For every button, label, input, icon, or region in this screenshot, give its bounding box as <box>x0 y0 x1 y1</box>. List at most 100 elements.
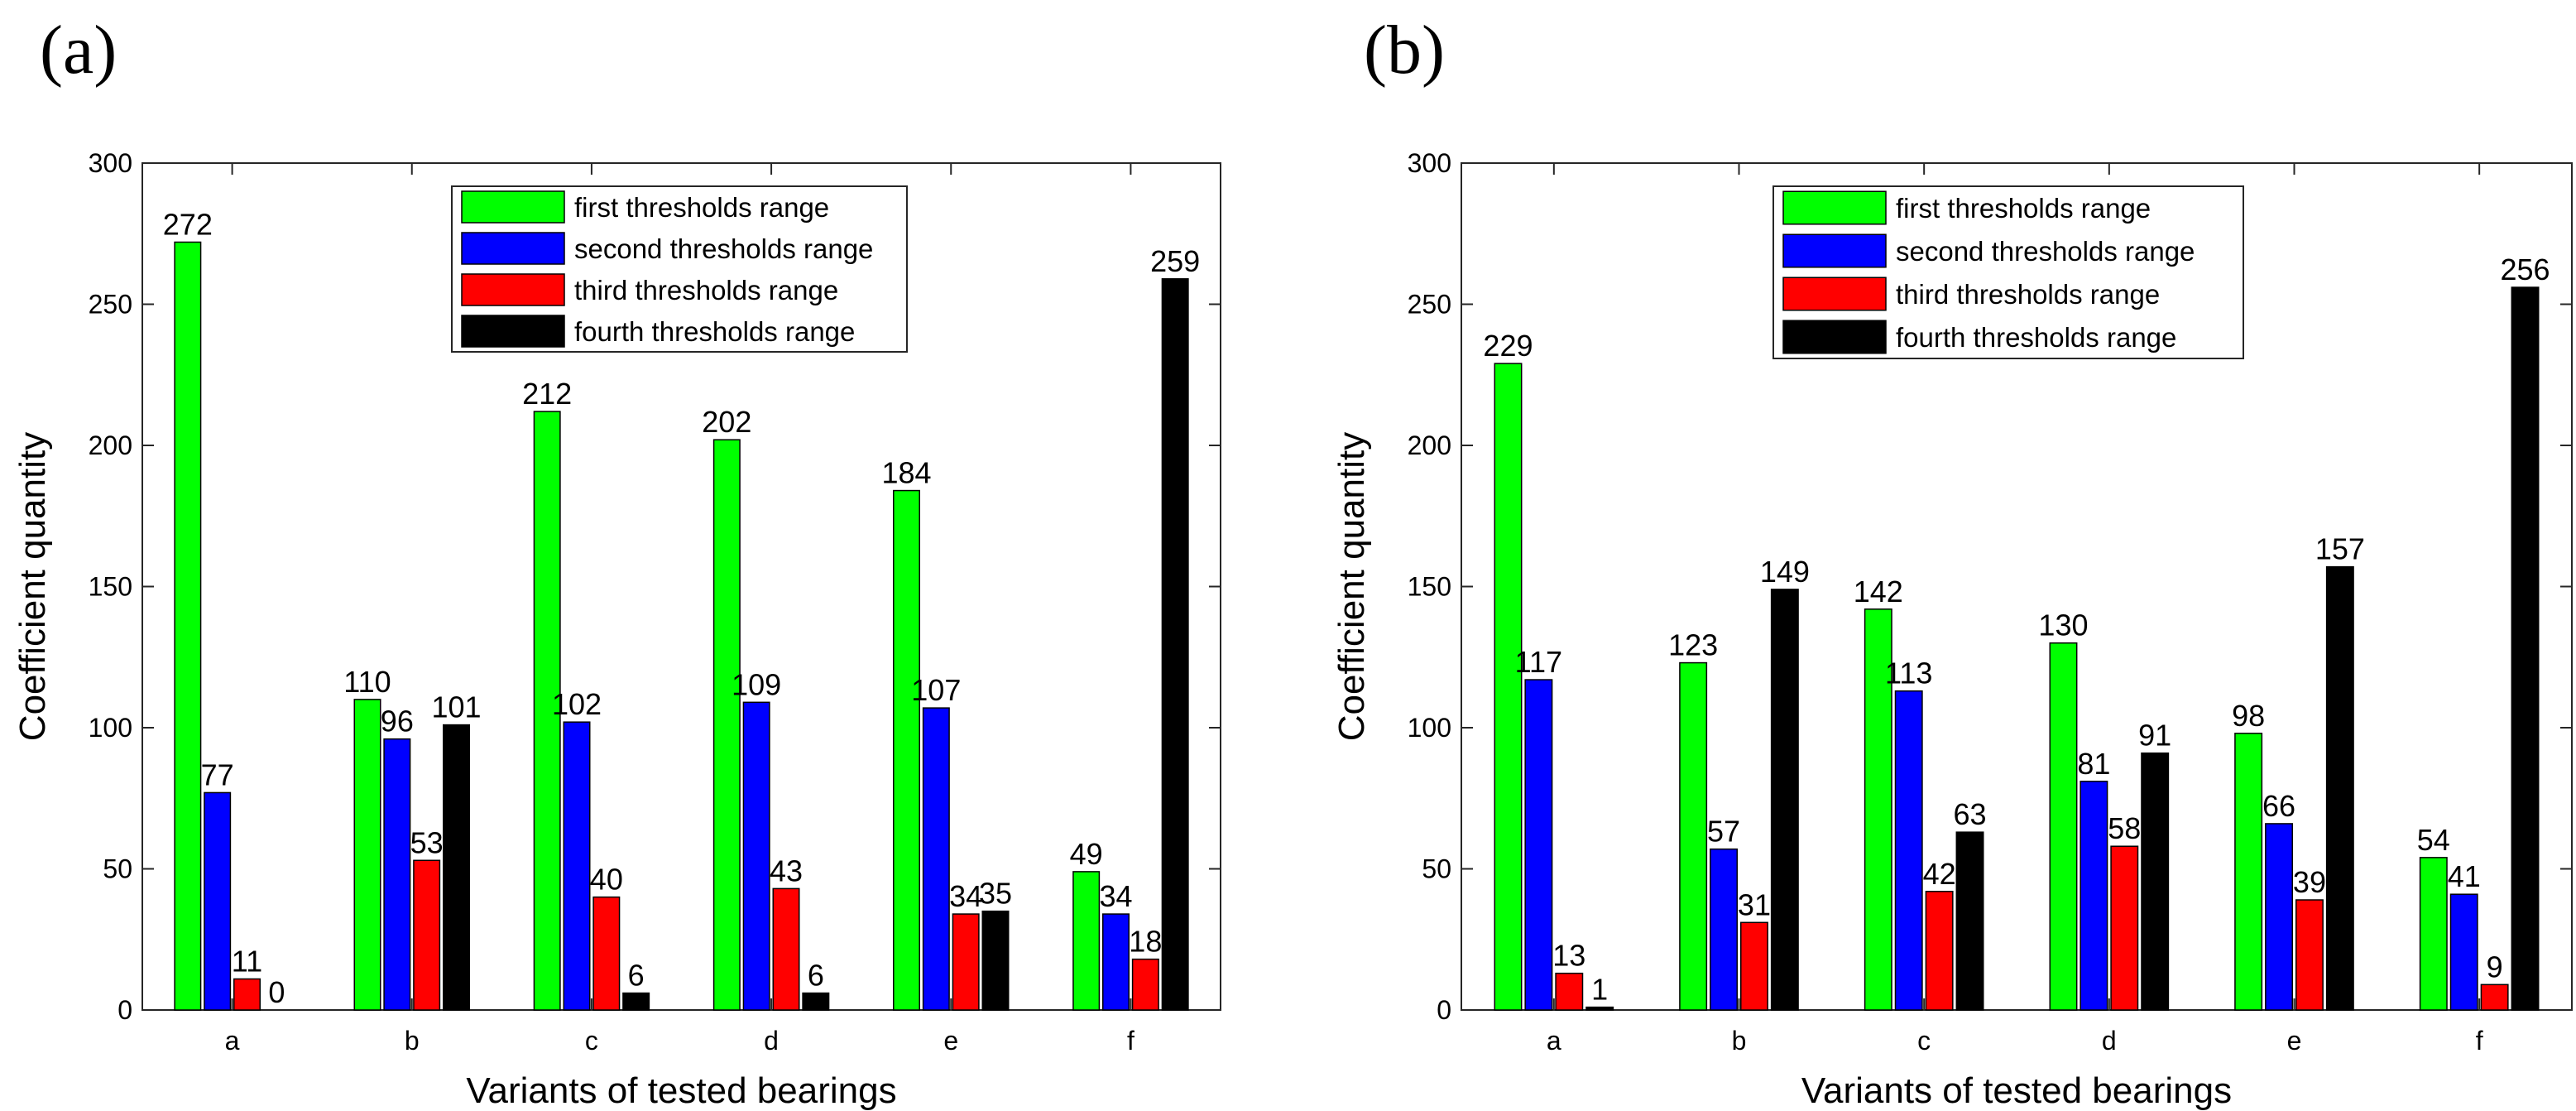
bar-b-series-2 <box>383 738 411 1011</box>
data-label-d-series-3: 43 <box>770 854 803 887</box>
x-tick-label-c: c <box>1917 1026 1931 1056</box>
legend-swatch-series-4 <box>1782 320 1887 354</box>
y-tick-label: 300 <box>89 148 132 178</box>
y-tick-label: 100 <box>89 713 132 743</box>
data-label-d-series-2: 81 <box>2077 747 2110 781</box>
bar-d-series-1 <box>2049 642 2078 1011</box>
legend-label-series-4: fourth thresholds range <box>574 316 855 347</box>
legend: first thresholds range second thresholds … <box>451 185 908 353</box>
bar-f-series-3 <box>2480 984 2509 1011</box>
bar-b-series-3 <box>413 859 441 1011</box>
x-tick-label-a: a <box>225 1026 240 1056</box>
data-label-a-series-2: 77 <box>201 758 234 791</box>
bar-f-series-2 <box>1102 913 1130 1011</box>
panel-label: (b) <box>1364 12 1445 89</box>
data-label-b-series-3: 53 <box>410 825 444 859</box>
chart-panel-a: (a)050100150200250300a27277110b110965310… <box>12 12 1221 1111</box>
bar-e-series-3 <box>2295 899 2324 1011</box>
chart-panel-b: (b) 0 50 100 150 200 250 300 a 229 117 131 b 123 57 31 1… <box>1331 12 2573 1111</box>
x-tick-label-b: b <box>405 1026 420 1056</box>
x-tick-label-f: f <box>1127 1026 1134 1056</box>
data-label-e-series-1: 98 <box>2232 699 2265 733</box>
bar-d-series-3 <box>2110 845 2139 1011</box>
legend-label-series-2: second thresholds range <box>1896 236 2195 267</box>
data-label-c-series-3: 40 <box>590 863 623 897</box>
bar-f-series-4 <box>1161 278 1189 1011</box>
bar-e-series-4 <box>2325 565 2354 1011</box>
legend: first thresholds range second thresholds … <box>1772 185 2244 359</box>
bar-e-series-3 <box>952 913 980 1011</box>
bar-d-series-3 <box>772 887 800 1011</box>
data-label-b-series-1: 110 <box>343 665 391 699</box>
data-label-b-series-3: 31 <box>1738 887 1771 921</box>
y-tick-label: 250 <box>89 290 132 320</box>
y-tick-label: 0 <box>1437 995 1451 1025</box>
x-tick-label-b: b <box>1732 1026 1747 1056</box>
bar-d-series-2 <box>2080 781 2108 1011</box>
legend-label-series-3: third thresholds range <box>574 275 838 305</box>
bar-d-series-4 <box>2141 752 2170 1011</box>
y-tick-label: 250 <box>1408 290 1451 320</box>
bar-a-series-4 <box>1585 1006 1614 1011</box>
x-tick-label-d: d <box>764 1026 779 1056</box>
bar-f-series-3 <box>1131 958 1159 1011</box>
bar-a-series-2 <box>204 791 232 1011</box>
bar-d-series-1 <box>712 439 741 1011</box>
legend-swatch-series-4 <box>461 315 565 348</box>
data-label-b-series-2: 57 <box>1707 815 1740 849</box>
y-tick-label: 0 <box>118 995 132 1025</box>
data-label-a-series-3: 13 <box>1552 939 1585 973</box>
data-label-a-series-2: 117 <box>1515 645 1562 679</box>
legend-label-series-3: third thresholds range <box>1896 279 2160 310</box>
y-tick-label: 200 <box>89 430 132 460</box>
bar-b-series-1 <box>1679 661 1708 1011</box>
bar-c-series-3 <box>592 896 621 1011</box>
data-label-a-series-1: 229 <box>1483 329 1533 363</box>
bar-c-series-2 <box>563 721 591 1011</box>
bar-d-series-2 <box>742 701 770 1011</box>
x-axis-title: Variants of tested bearings <box>1801 1070 2232 1111</box>
data-label-a-series-3: 11 <box>232 944 262 978</box>
legend-label-series-1: first thresholds range <box>1896 193 2151 224</box>
x-tick-label-e: e <box>943 1026 958 1056</box>
data-label-c-series-4: 6 <box>628 959 645 993</box>
bar-b-series-2 <box>1710 848 1739 1011</box>
bar-f-series-1 <box>1072 871 1101 1011</box>
bar-a-series-3 <box>233 978 261 1011</box>
bar-a-series-3 <box>1555 972 1584 1011</box>
bar-e-series-4 <box>981 910 1010 1011</box>
data-label-e-series-4: 157 <box>2315 532 2365 566</box>
data-label-f-series-2: 41 <box>2448 859 2481 893</box>
data-label-e-series-4: 35 <box>979 877 1012 911</box>
bar-c-series-4 <box>622 992 650 1011</box>
legend-swatch-series-1 <box>1782 190 1887 225</box>
legend-swatch-series-1 <box>461 190 565 224</box>
data-label-e-series-1: 184 <box>881 456 931 490</box>
bar-e-series-2 <box>2265 823 2294 1011</box>
x-tick-label-e: e <box>2287 1026 2302 1056</box>
data-label-c-series-4: 63 <box>1954 797 1987 831</box>
bar-e-series-1 <box>2234 733 2263 1011</box>
x-tick-label-c: c <box>585 1026 598 1056</box>
x-tick-label-d: d <box>2102 1026 2117 1056</box>
data-label-f-series-1: 54 <box>2417 823 2450 857</box>
data-label-d-series-2: 109 <box>732 667 781 701</box>
bar-c-series-3 <box>1925 891 1954 1011</box>
data-label-a-series-4: 0 <box>268 975 285 1009</box>
data-label-b-series-2: 96 <box>381 705 414 738</box>
legend-swatch-series-3 <box>1782 277 1887 311</box>
panel-label: (a) <box>40 12 117 89</box>
bar-e-series-1 <box>893 489 920 1011</box>
data-label-d-series-4: 91 <box>2138 719 2171 753</box>
y-tick-label: 50 <box>1422 854 1451 884</box>
y-tick-label: 300 <box>1408 148 1451 178</box>
bar-a-series-1 <box>1494 363 1523 1011</box>
bar-c-series-1 <box>533 411 561 1011</box>
y-tick-label: 100 <box>1408 713 1451 743</box>
legend-label-series-4: fourth thresholds range <box>1896 322 2176 353</box>
bar-f-series-4 <box>2511 286 2540 1011</box>
bar-f-series-2 <box>2449 893 2478 1011</box>
x-axis-title: Variants of tested bearings <box>466 1070 896 1111</box>
data-label-e-series-3: 39 <box>2293 865 2326 899</box>
bar-c-series-1 <box>1864 608 1892 1011</box>
